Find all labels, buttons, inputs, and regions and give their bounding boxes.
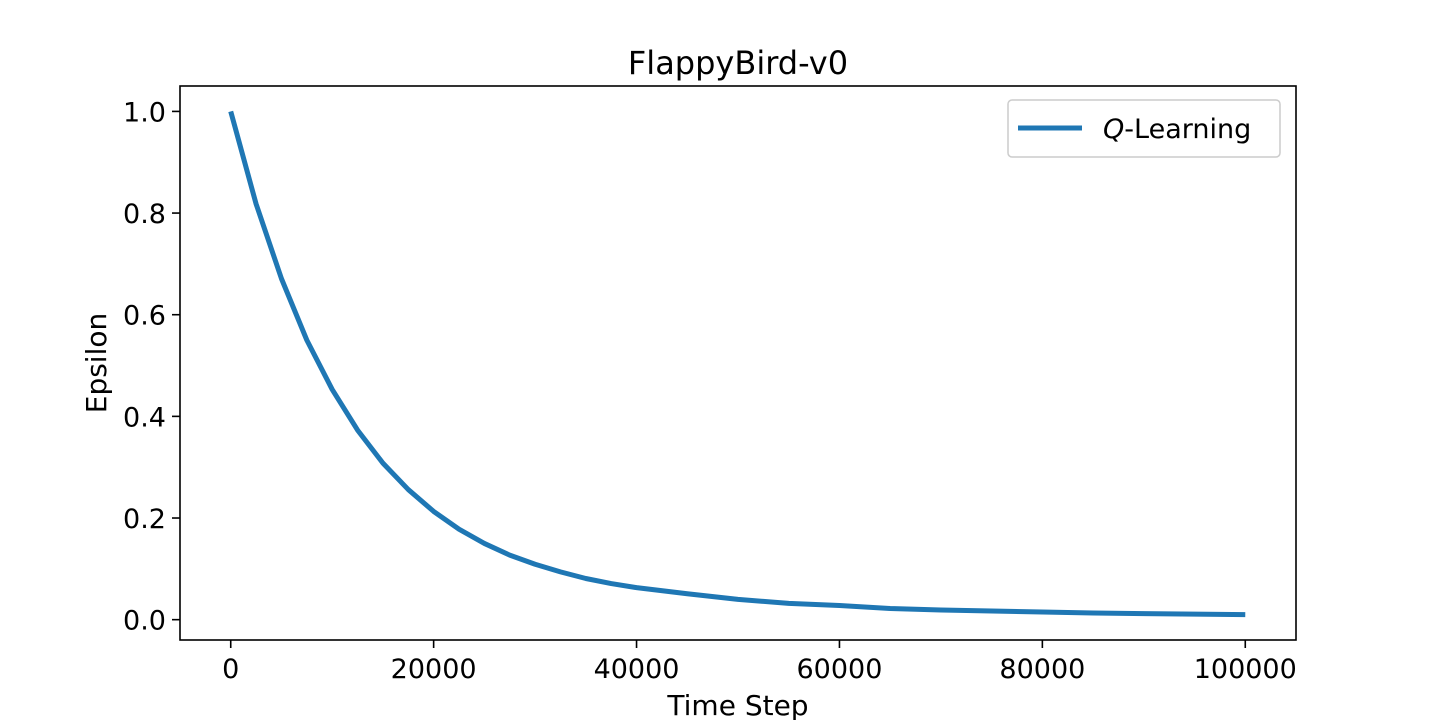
axes-frame <box>179 85 1297 641</box>
legend: Q-Learning <box>1007 99 1281 158</box>
x-tick-label: 60000 <box>797 654 883 685</box>
x-tick-label: 40000 <box>594 654 680 685</box>
legend-series-label-prefix: Q <box>1103 114 1124 145</box>
y-tick-label: 1.0 <box>123 97 166 128</box>
x-axis-ticks: 0 20000 40000 60000 80000 100000 <box>222 640 1297 685</box>
legend-series-label-suffix: -Learning <box>1124 114 1251 145</box>
y-axis-label: Epsilon <box>80 313 113 414</box>
x-tick-label: 20000 <box>391 654 477 685</box>
legend-box <box>1007 99 1281 158</box>
x-tick-label: 0 <box>222 654 239 685</box>
series-line-0 <box>228 110 1246 618</box>
x-tick-label: 80000 <box>999 654 1085 685</box>
legend-series-label: Q-Learning <box>1103 114 1251 145</box>
chart-title: FlappyBird-v0 <box>628 44 848 82</box>
y-tick-label: 0.6 <box>123 301 166 332</box>
x-axis-label: Time Step <box>666 689 808 720</box>
series-layer <box>228 110 1246 618</box>
y-tick-label: 0.8 <box>123 199 166 230</box>
plot-area: 0 20000 40000 60000 80000 100000 0.0 0.2 0.4 0.6… <box>123 85 1297 685</box>
y-tick-label: 0.0 <box>123 606 166 637</box>
y-tick-label: 0.2 <box>123 504 166 535</box>
x-tick-label: 100000 <box>1194 654 1297 685</box>
y-axis-ticks: 0.0 0.2 0.4 0.6 0.8 1.0 <box>123 97 180 637</box>
y-tick-label: 0.4 <box>123 402 166 433</box>
